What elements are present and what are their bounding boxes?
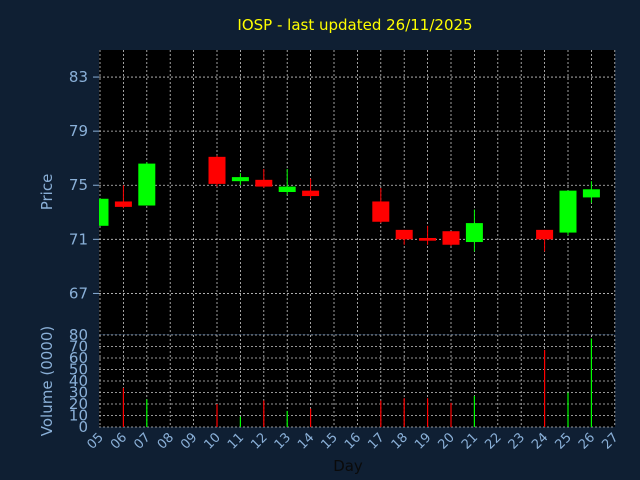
price-tick-label: 83	[69, 68, 88, 86]
price-axis-label: Price	[38, 174, 56, 211]
x-tick-label: 24	[529, 430, 551, 452]
x-tick-label: 21	[459, 430, 481, 452]
x-tick-labels: 05 06 07 08 09 10 11 12 13 14 15 16 17 18 19 20 21 22 23 24…	[85, 430, 622, 452]
candle	[302, 178, 320, 199]
candle	[114, 185, 132, 209]
x-tick-label: 27	[599, 430, 621, 452]
volume-tick-label: 70	[69, 338, 88, 356]
volume-tick-label: 60	[69, 349, 88, 367]
candle	[138, 162, 156, 206]
x-tick-label: 23	[506, 430, 528, 452]
x-tick-label: 22	[482, 430, 504, 452]
candle	[372, 187, 390, 224]
x-tick-label: 07	[131, 430, 153, 452]
price-tick-label: 67	[69, 284, 88, 302]
candle-body	[208, 156, 226, 184]
x-tick-label: 19	[412, 430, 434, 452]
candle-body	[559, 190, 577, 233]
candle-body	[99, 198, 109, 226]
candle	[278, 169, 296, 195]
candle	[536, 229, 554, 252]
candle	[419, 225, 437, 245]
candles	[99, 155, 600, 252]
volume-tick-label: 30	[69, 384, 88, 402]
price-tick-labels: 67 71 75 79 83	[69, 68, 99, 302]
candle-body	[582, 189, 600, 198]
candle-body	[114, 201, 132, 207]
candle-body	[255, 179, 273, 187]
volume-axis-label: Volume (0000)	[38, 326, 56, 436]
candle-body	[395, 229, 413, 240]
x-tick-label: 12	[248, 430, 270, 452]
price-tick-label: 71	[69, 230, 88, 248]
x-tick-label: 14	[295, 430, 317, 452]
candle-body	[442, 231, 460, 245]
volume-tick-label: 20	[69, 395, 88, 413]
candle	[255, 169, 273, 188]
volume-tick-label: 80	[69, 326, 88, 344]
price-tick-label: 79	[69, 122, 88, 140]
x-tick-label: 17	[365, 430, 387, 452]
x-tick-label: 15	[319, 430, 341, 452]
candle-body	[278, 186, 296, 192]
candle	[208, 155, 226, 187]
candle	[395, 229, 413, 245]
x-tick-label: 08	[155, 430, 177, 452]
x-tick-label: 25	[553, 430, 575, 452]
x-tick-label: 09	[178, 430, 200, 452]
candle	[465, 209, 483, 252]
candle-body	[138, 163, 156, 206]
x-tick-label: 11	[225, 430, 247, 452]
candle	[442, 231, 460, 247]
candle-body	[465, 223, 483, 243]
volume-grid	[99, 334, 616, 428]
x-axis-label: Day	[333, 457, 363, 475]
candle-body	[231, 177, 249, 182]
volume-tick-label: 10	[69, 407, 88, 425]
x-tick-label: 18	[389, 430, 411, 452]
candle	[582, 181, 600, 203]
candle-body	[302, 190, 320, 197]
x-tick-label: 13	[272, 430, 294, 452]
volume-tick-label: 0	[78, 418, 88, 436]
candle-body	[419, 237, 437, 241]
chart-title: IOSP - last updated 26/11/2025	[237, 16, 472, 34]
x-tick-label: 10	[202, 430, 224, 452]
candle-body	[536, 229, 554, 240]
x-tick-label: 26	[576, 430, 598, 452]
candle	[559, 190, 577, 236]
volume-bars	[122, 338, 593, 427]
x-tick-label: 16	[342, 430, 364, 452]
price-tick-label: 75	[69, 176, 88, 194]
x-tick-label: 06	[108, 430, 130, 452]
volume-tick-label: 40	[69, 372, 88, 390]
candle	[99, 198, 109, 226]
price-grid	[99, 50, 616, 334]
candle	[231, 173, 249, 186]
volume-tick-label: 50	[69, 361, 88, 379]
x-tick-label: 20	[436, 430, 458, 452]
candle-body	[372, 201, 390, 222]
